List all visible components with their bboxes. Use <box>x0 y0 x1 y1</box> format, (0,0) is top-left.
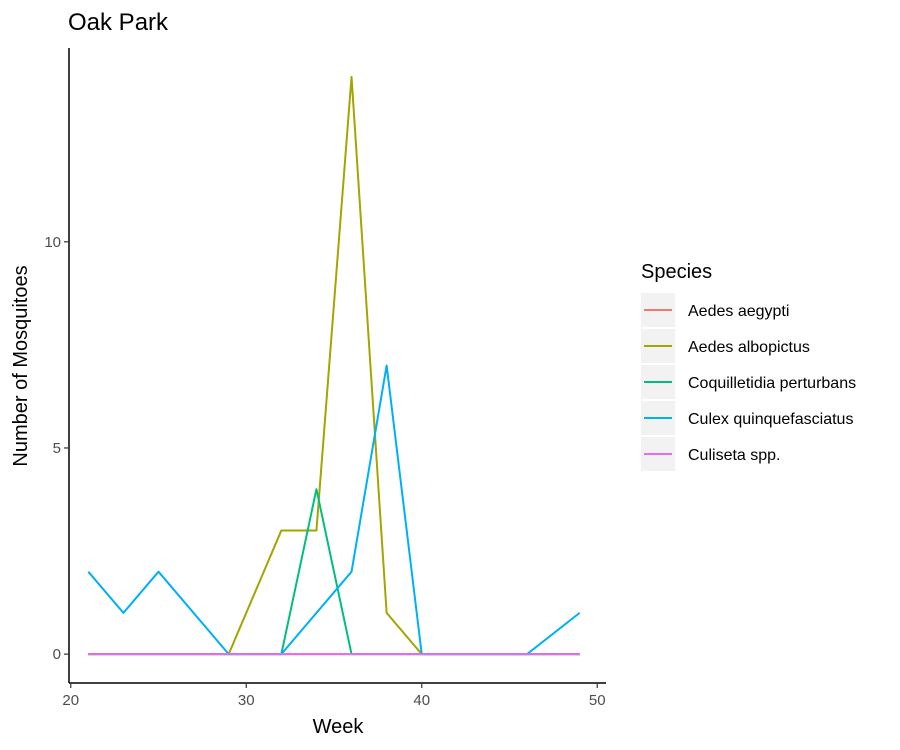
y-tick-label: 5 <box>53 440 61 457</box>
chart-title: Oak Park <box>68 9 169 36</box>
x-tick-label: 50 <box>589 692 606 709</box>
x-tick-label: 20 <box>62 692 79 709</box>
series-line-4 <box>87 364 581 656</box>
x-ticks: 20 30 40 50 <box>62 683 606 709</box>
series-layer <box>87 75 581 656</box>
legend-title: Species <box>641 261 712 283</box>
legend: Species Aedes aegypti Aedes albopictus Coq… <box>641 261 856 471</box>
plot-area: 20 30 40 50 0 5 10 <box>44 48 606 709</box>
y-tick-label: 10 <box>44 234 61 251</box>
y-axis-title: Number of Mosquitoes <box>10 265 32 466</box>
legend-label: Aedes albopictus <box>688 339 810 356</box>
legend-label: Culex quinquefasciatus <box>688 411 853 428</box>
legend-label: Aedes aegypti <box>688 303 789 320</box>
legend-label: Culiseta spp. <box>688 447 781 464</box>
y-ticks: 0 5 10 <box>44 234 69 663</box>
x-tick-label: 30 <box>238 692 255 709</box>
series-line-3 <box>88 488 580 656</box>
x-tick-label: 40 <box>413 692 430 709</box>
y-tick-label: 0 <box>53 646 61 663</box>
x-axis-title: Week <box>313 716 365 738</box>
legend-items: Aedes aegypti Aedes albopictus Coquilletid… <box>641 293 856 471</box>
legend-label: Coquilletidia perturbans <box>688 375 856 392</box>
series-line-2 <box>88 75 580 656</box>
